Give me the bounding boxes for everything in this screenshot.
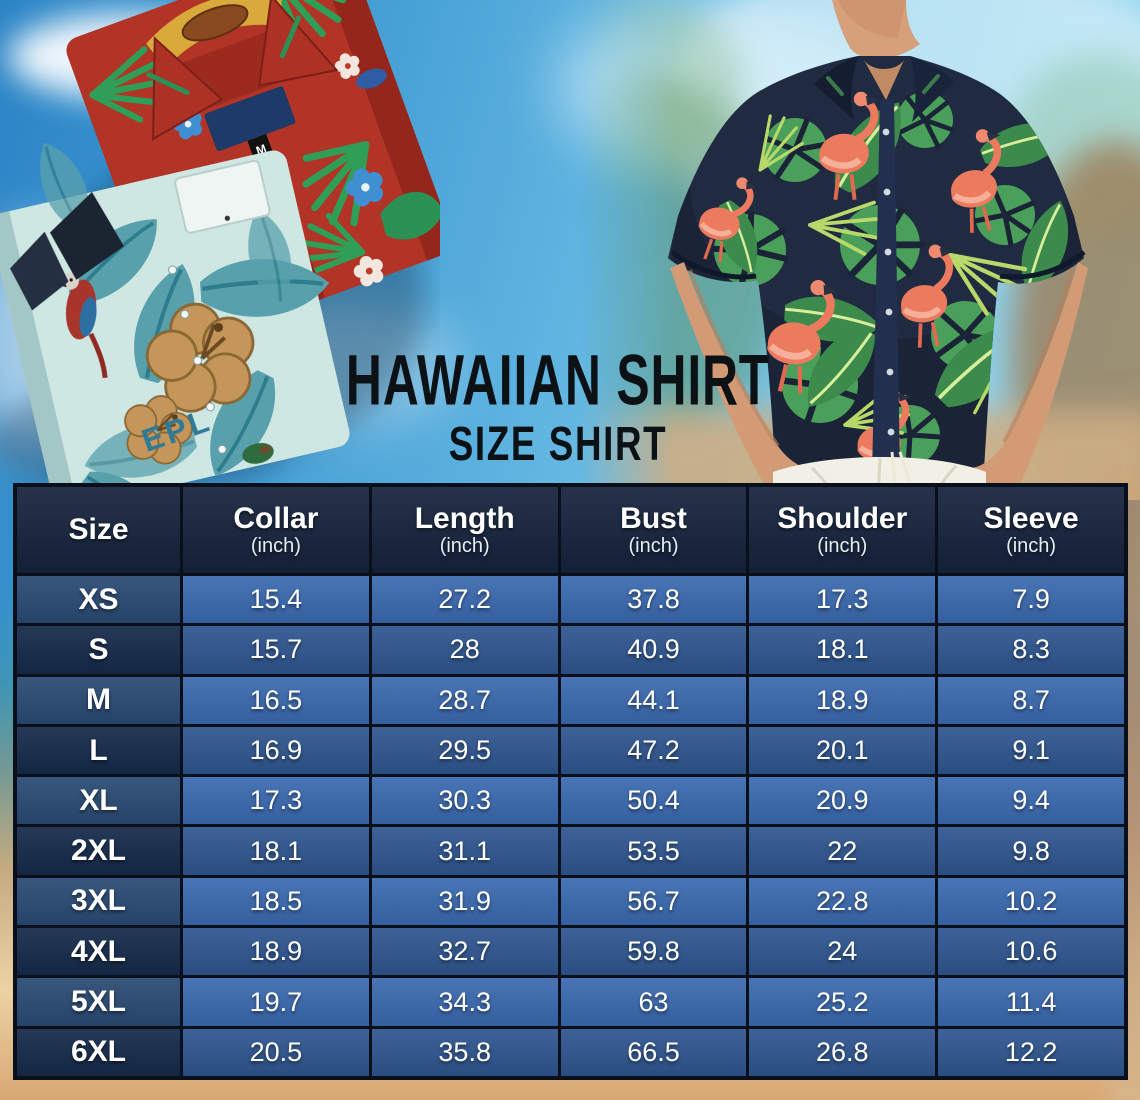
value-cell: 18.9 [183,928,369,976]
value-cell: 12.2 [938,1028,1124,1076]
value-cell: 16.5 [183,676,369,724]
value-cell: 17.3 [183,777,369,825]
model-left-arm [670,262,812,500]
value-cell: 18.5 [183,877,369,926]
value-cell: 37.8 [560,576,747,624]
value-cell: 8.7 [938,676,1124,724]
value-cell: 22.8 [749,877,936,926]
model-photo [580,0,1140,500]
value-cell: 40.9 [560,626,747,674]
value-cell: 34.3 [371,978,558,1026]
button-placket [872,100,900,476]
value-cell: 20.1 [749,726,936,775]
headline: HAWAIIAN SHIRT SIZE SHIRT [280,344,836,471]
value-cell: 66.5 [560,1028,747,1076]
chest-skin [864,60,904,100]
value-cell: 10.6 [938,928,1124,976]
folded-shirts-photo: M [0,0,440,510]
size-cell-xs: XS [17,576,180,624]
value-cell: 11.4 [938,978,1124,1026]
value-cell: 15.7 [183,626,369,674]
model-right-arm [972,262,1088,500]
value-cell: 18.1 [183,827,369,875]
value-cell: 31.1 [371,827,558,875]
value-cell: 17.3 [749,576,936,624]
value-cell: 53.5 [560,827,747,875]
value-cell: 31.9 [371,877,558,926]
value-cell: 27.2 [371,576,558,624]
shirt-buttons [882,128,895,436]
value-cell: 19.7 [183,978,369,1026]
size-cell-xl: XL [17,777,180,825]
value-cell: 56.7 [560,877,747,926]
value-cell: 16.9 [183,726,369,775]
column-header-sleeve: Sleeve (inch) [938,487,1124,573]
value-cell: 47.2 [560,726,747,775]
value-cell: 24 [749,928,936,976]
size-cell-4xl: 4XL [17,928,180,976]
column-header-size: Size [17,487,180,573]
collar-right [910,56,954,122]
value-cell: 9.4 [938,777,1124,825]
value-cell: 20.9 [749,777,936,825]
value-cell: 18.1 [749,626,936,674]
value-cell: 50.4 [560,777,747,825]
value-cell: 9.8 [938,827,1124,875]
teal-hawaiian-shirt: EPL [0,141,350,510]
value-cell: 25.2 [749,978,936,1026]
size-cell-5xl: 5XL [17,978,180,1026]
value-cell: 7.9 [938,576,1124,624]
column-header-collar: Collar (inch) [183,487,369,573]
value-cell: 26.8 [749,1028,936,1076]
size-cell-s: S [17,626,180,674]
size-cell-l: L [17,726,180,775]
size-chart-table: Size Collar (inch) Length (inch) Bust (inch) Sh… [13,483,1128,1080]
size-cell-6xl: 6XL [17,1028,180,1076]
value-cell: 44.1 [560,676,747,724]
column-header-shoulder: Shoulder (inch) [749,487,936,573]
value-cell: 22 [749,827,936,875]
column-header-length: Length (inch) [371,487,558,573]
value-cell: 63 [560,978,747,1026]
value-cell: 59.8 [560,928,747,976]
value-cell: 20.5 [183,1028,369,1076]
poster-subtitle: SIZE SHIRT [448,415,668,471]
value-cell: 28.7 [371,676,558,724]
size-cell-2xl: 2XL [17,827,180,875]
value-cell: 8.3 [938,626,1124,674]
value-cell: 29.5 [371,726,558,775]
value-cell: 30.3 [371,777,558,825]
value-cell: 32.7 [371,928,558,976]
column-header-bust: Bust (inch) [560,487,747,573]
value-cell: 28 [371,626,558,674]
value-cell: 15.4 [183,576,369,624]
value-cell: 35.8 [371,1028,558,1076]
value-cell: 9.1 [938,726,1124,775]
size-cell-3xl: 3XL [17,877,180,926]
value-cell: 18.9 [749,676,936,724]
size-cell-m: M [17,676,180,724]
poster-title: HAWAIIAN SHIRT [345,339,771,421]
value-cell: 10.2 [938,877,1124,926]
